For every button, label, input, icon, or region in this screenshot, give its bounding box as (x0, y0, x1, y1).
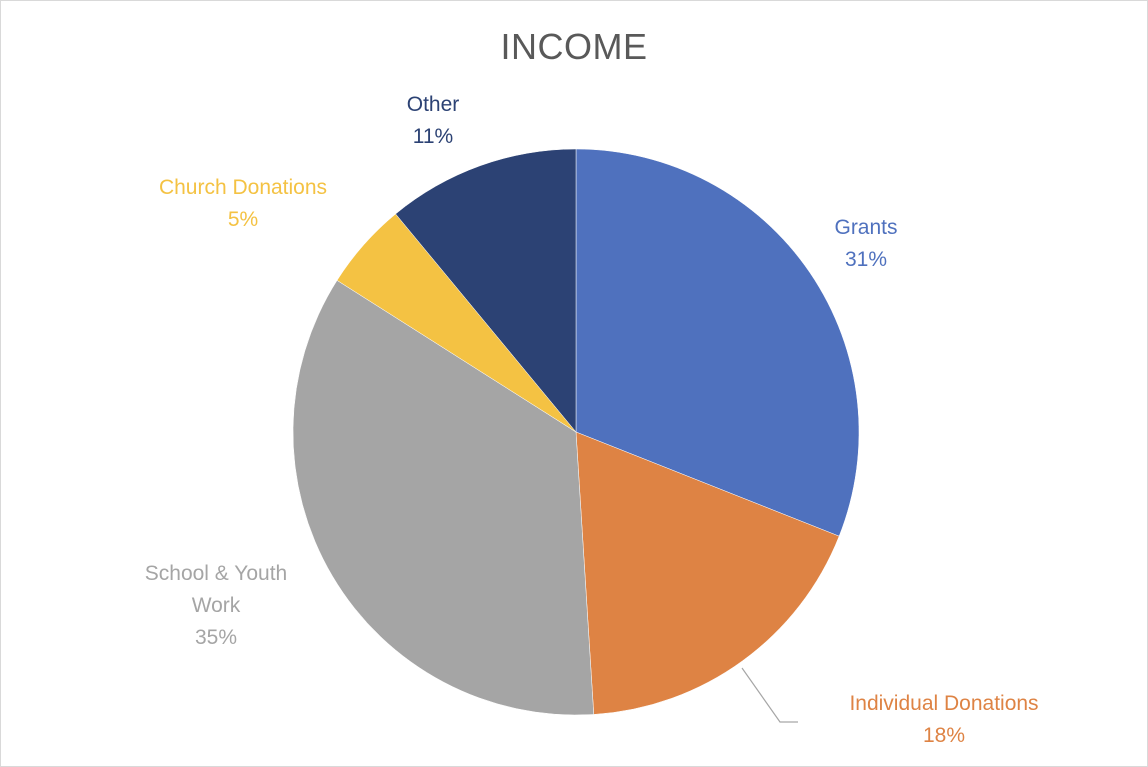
data-label-church-donations: Church Donations 5% (158, 176, 328, 231)
data-label-other: Other 11% (406, 93, 460, 148)
data-label-grants: Grants 31% (834, 216, 898, 271)
data-label-individual-donations: Individual Donations 18% (849, 692, 1039, 747)
leader-line (741, 667, 798, 723)
pie-slice-other (395, 148, 577, 433)
pie-slice-school-youth-work (292, 280, 595, 716)
pie-slice-individual-donations (575, 431, 840, 715)
pie-slice-grants (575, 148, 860, 537)
data-label-school-youth-work: School & Youth Work 35% (144, 562, 288, 649)
chart-title: INCOME (500, 26, 648, 67)
